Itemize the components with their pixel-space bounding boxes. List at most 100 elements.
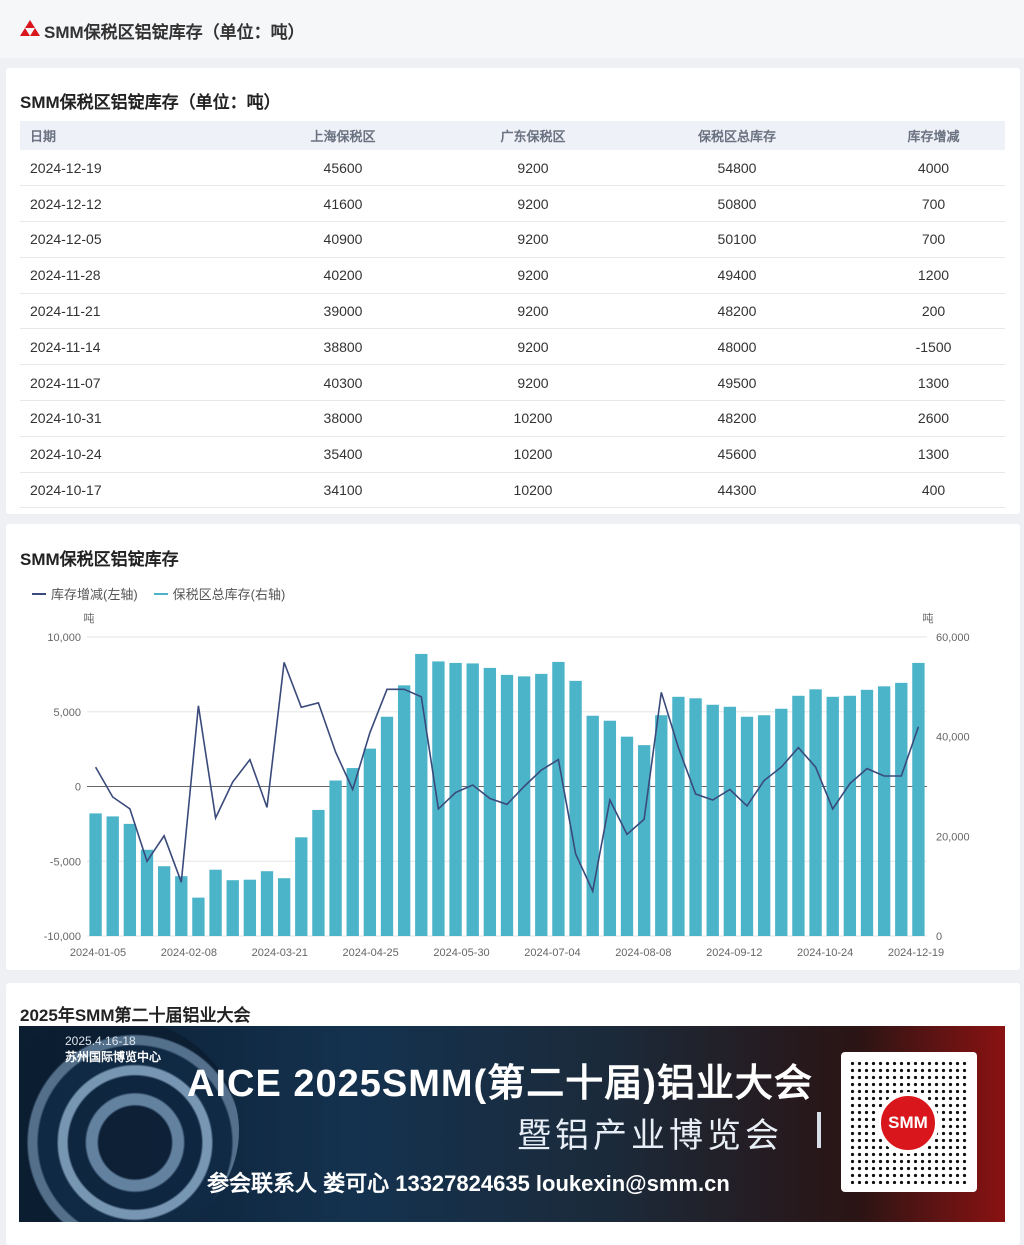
cell-change: 400 bbox=[921, 482, 946, 499]
right-axis-unit: 吨 bbox=[923, 612, 934, 625]
inventory-chart: 10,000 5,000 0 -5,000 -10,000 60,000 40,000 20,… bbox=[44, 612, 970, 959]
qr-smm-badge: SMM bbox=[877, 1092, 939, 1154]
left-tick-label: -10,000 bbox=[44, 931, 81, 943]
bar bbox=[226, 880, 239, 936]
cell-guangdong: 10200 bbox=[513, 482, 553, 499]
bar bbox=[689, 698, 702, 936]
bar bbox=[277, 878, 291, 936]
cell-date: 2024-12-05 bbox=[30, 231, 102, 248]
bar bbox=[123, 823, 137, 936]
left-tick-label: 0 bbox=[75, 782, 81, 794]
x-tick-label: 2024-07-04 bbox=[524, 947, 580, 959]
cell-total: 50100 bbox=[717, 231, 757, 248]
legend-item-total[interactable]: 保税区总库存(右轴) bbox=[153, 584, 285, 603]
conference-banner[interactable]: 2025.4.16-18 苏州国际博览中心 AICE 2025SMM(第二十届)… bbox=[19, 1026, 1005, 1222]
table-row[interactable]: 2024-11-21 39000 9200 48200 200 bbox=[20, 293, 1005, 329]
conference-card-title: 2025年SMM第二十届铝业大会 bbox=[20, 1006, 251, 1025]
cell-change: -1500 bbox=[915, 338, 952, 355]
bar bbox=[877, 686, 891, 936]
cell-total: 48200 bbox=[717, 410, 757, 427]
bar bbox=[209, 869, 222, 936]
bar bbox=[295, 837, 308, 936]
bar bbox=[586, 715, 599, 936]
x-tick-label: 2024-04-25 bbox=[343, 947, 399, 959]
bar bbox=[723, 706, 737, 936]
bar bbox=[483, 667, 497, 936]
right-tick-label: 0 bbox=[936, 931, 942, 943]
left-tick-label: -5,000 bbox=[50, 856, 81, 868]
x-tick-label: 2024-05-30 bbox=[433, 947, 489, 959]
table-row[interactable]: 2024-10-17 34100 10200 44300 400 bbox=[20, 472, 1005, 508]
cell-guangdong: 9200 bbox=[517, 159, 549, 176]
cell-guangdong: 9200 bbox=[517, 303, 549, 320]
bar bbox=[415, 653, 428, 936]
cell-change: 1300 bbox=[917, 446, 950, 463]
banner-date: 2025.4.16-18 bbox=[65, 1034, 136, 1048]
banner-contact: 参会联系人 娄可心 13327824635 loukexin@smm.cn bbox=[207, 1171, 730, 1196]
cell-shanghai: 40200 bbox=[323, 267, 363, 284]
bar bbox=[157, 866, 171, 936]
chart-legend: 库存增减(左轴) 保税区总库存(右轴) bbox=[32, 584, 285, 603]
bar bbox=[706, 704, 719, 936]
bar bbox=[140, 849, 154, 936]
cell-guangdong: 9200 bbox=[517, 374, 549, 391]
table-row[interactable]: 2024-12-05 40900 9200 50100 700 bbox=[20, 222, 1005, 258]
cell-total: 49400 bbox=[717, 267, 757, 284]
page-header: SMM保税区铝锭库存（单位：吨） bbox=[0, 0, 1024, 58]
cell-guangdong: 10200 bbox=[513, 446, 553, 463]
cell-shanghai: 39000 bbox=[323, 303, 363, 320]
chart-card-title: SMM保税区铝锭库存 bbox=[20, 550, 179, 569]
right-tick-label: 20,000 bbox=[936, 831, 970, 843]
bar bbox=[860, 689, 874, 936]
bar bbox=[552, 661, 565, 936]
bar bbox=[740, 716, 754, 936]
cell-guangdong: 9200 bbox=[517, 231, 549, 248]
cell-total: 48000 bbox=[717, 338, 757, 355]
table-row[interactable]: 2024-11-28 40200 9200 49400 1200 bbox=[20, 257, 1005, 294]
table-row[interactable]: 2024-12-19 45600 9200 54800 4000 bbox=[20, 150, 1005, 186]
legend-item-change[interactable]: 库存增减(左轴) bbox=[32, 584, 138, 603]
cell-guangdong: 9200 bbox=[517, 338, 549, 355]
bar bbox=[569, 680, 582, 936]
bar bbox=[637, 745, 651, 936]
table-row[interactable]: 2024-10-31 38000 10200 48200 2600 bbox=[20, 401, 1005, 437]
table-card-title: SMM保税区铝锭库存（单位：吨） bbox=[20, 93, 281, 112]
cell-guangdong: 10200 bbox=[513, 410, 553, 427]
column-header-shanghai[interactable]: 上海保税区 bbox=[310, 129, 376, 144]
x-tick-label: 2024-02-08 bbox=[161, 947, 217, 959]
legend-line-swatch bbox=[32, 592, 46, 595]
page-title: SMM保税区铝锭库存（单位：吨） bbox=[44, 23, 305, 42]
bar bbox=[826, 696, 839, 936]
column-header-guangdong[interactable]: 广东保税区 bbox=[500, 129, 566, 144]
cell-total: 54800 bbox=[717, 159, 757, 176]
column-header-change[interactable]: 库存增减 bbox=[907, 129, 960, 144]
cell-shanghai: 40300 bbox=[323, 374, 363, 391]
left-tick-label: 10,000 bbox=[47, 632, 81, 644]
bar bbox=[397, 685, 411, 936]
cell-change: 2600 bbox=[917, 410, 950, 427]
table-row[interactable]: 2024-12-12 41600 9200 50800 700 bbox=[20, 186, 1005, 222]
right-tick-label: 40,000 bbox=[936, 732, 970, 744]
qr-code-icon[interactable]: SMM bbox=[841, 1052, 977, 1192]
legend-bar-swatch bbox=[153, 592, 168, 595]
banner-subline: 暨铝产业博览会 bbox=[517, 1117, 783, 1155]
cell-change: 4000 bbox=[917, 159, 950, 176]
table-row[interactable]: 2024-11-14 38800 9200 48000 -1500 bbox=[20, 329, 1005, 365]
banner-swirl-graphic bbox=[19, 1026, 239, 1222]
bar bbox=[517, 676, 531, 936]
bar bbox=[655, 715, 668, 936]
cell-guangdong: 9200 bbox=[517, 267, 549, 284]
bar bbox=[757, 715, 771, 936]
table-row[interactable]: 2024-10-24 35400 10200 45600 1300 bbox=[20, 436, 1005, 473]
cell-date: 2024-10-31 bbox=[30, 410, 102, 427]
table-row[interactable]: 2024-11-07 40300 9200 49500 1300 bbox=[20, 365, 1005, 401]
column-header-total[interactable]: 保税区总库存 bbox=[697, 129, 776, 144]
inventory-chart-card: SMM保税区铝锭库存 库存增减(左轴) 保税区总库存(右轴) 10,000 5,0… bbox=[6, 524, 1020, 970]
x-tick-label: 2024-09-12 bbox=[706, 947, 762, 959]
conference-card: 2025年SMM第二十届铝业大会 2025.4.16-18 苏州国际博览中心 A… bbox=[6, 983, 1020, 1245]
x-tick-label: 2024-01-05 bbox=[70, 947, 126, 959]
x-tick-label: 2024-03-21 bbox=[252, 947, 308, 959]
column-header-date[interactable]: 日期 bbox=[30, 129, 57, 144]
bar bbox=[363, 748, 377, 936]
cell-date: 2024-12-19 bbox=[30, 159, 102, 176]
